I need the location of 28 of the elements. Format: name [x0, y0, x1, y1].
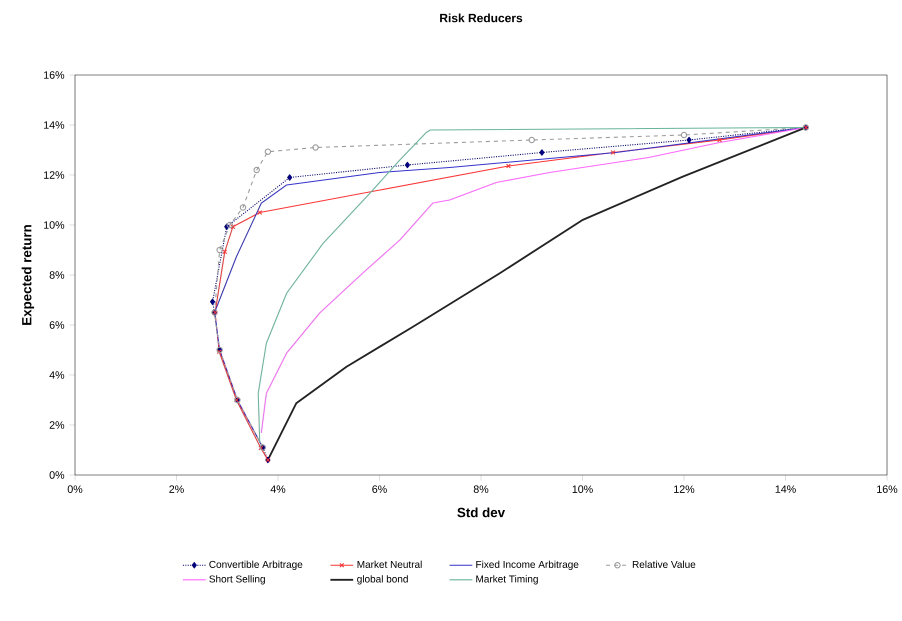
x-tick-label: 0%	[68, 485, 82, 493]
chart-title: Risk Reducers	[440, 13, 522, 22]
y-tick-label: 6%	[50, 321, 64, 329]
y-tick-label: 0%	[50, 471, 64, 479]
legend-label: Relative Value	[632, 560, 696, 568]
x-tick-label: 16%	[877, 485, 898, 493]
x-tick-label: 12%	[674, 485, 694, 493]
legend-label: global bond	[357, 575, 408, 584]
y-tick-label: 10%	[44, 221, 64, 229]
x-tick-label: 6%	[372, 485, 387, 493]
y-tick-label: 8%	[50, 271, 64, 279]
x-tick-label: 2%	[169, 485, 184, 493]
legend-label: Market Neutral	[358, 560, 422, 568]
y-tick-label: 12%	[44, 171, 64, 179]
legend-label: Market Timing	[476, 575, 538, 584]
y-tick-label: 14%	[44, 121, 64, 129]
y-tick-label: 2%	[50, 421, 64, 429]
y-tick-label: 4%	[49, 371, 64, 379]
x-tick-label: 10%	[572, 485, 593, 493]
x-axis-title: Std dev	[457, 507, 506, 518]
x-tick-label: 8%	[474, 485, 488, 493]
legend-label: Short Selling	[209, 575, 265, 584]
legend-label: Convertible Arbitrage	[209, 560, 302, 570]
legend-label: Fixed Income Arbitrage	[476, 560, 578, 570]
x-tick-label: 4%	[270, 485, 286, 493]
y-axis-title: Expected return	[22, 225, 34, 325]
y-tick-label: 16%	[44, 71, 64, 79]
x-tick-label: 14%	[776, 485, 796, 493]
